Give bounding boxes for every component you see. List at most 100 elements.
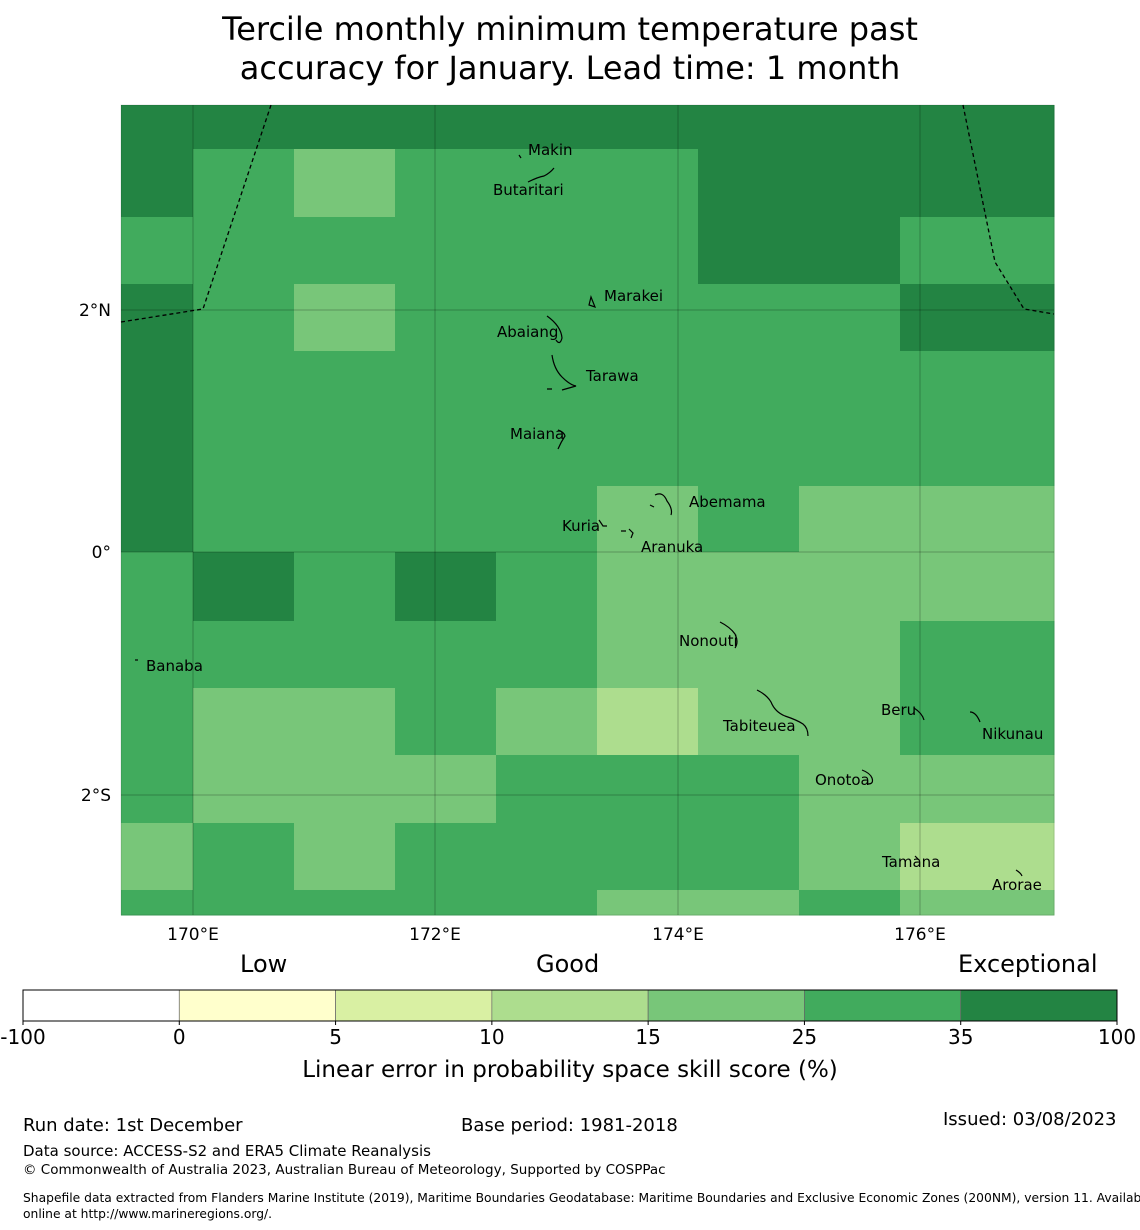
skill-cell: [496, 217, 598, 285]
colorbar-segment: [804, 989, 962, 1022]
island-label: Arorae: [992, 876, 1042, 894]
colorbar-tick-label: 100: [1098, 1025, 1136, 1049]
skill-cell: [193, 351, 295, 420]
skill-cell: [193, 890, 295, 916]
graticule: [121, 105, 1054, 915]
skill-cell: [799, 351, 901, 420]
skill-cell: [900, 149, 1002, 218]
colorbar: [22, 989, 1118, 1022]
skill-cell: [900, 217, 1002, 285]
skill-cell: [900, 284, 1002, 352]
skill-cell: [799, 621, 901, 689]
island-label: Abemama: [689, 493, 766, 511]
skill-cell: [294, 351, 396, 420]
skill-cell: [698, 217, 800, 285]
skill-cell: [900, 105, 1002, 150]
island-labels: Makin Butaritari Marakei Abaiang Tarawa Maian…: [146, 141, 1043, 894]
skill-cell: [1001, 890, 1055, 916]
island-label: Aranuka: [641, 538, 703, 556]
colorbar-ticks: -100 0 5 10 15 25 35 100: [0, 1021, 1136, 1049]
skill-cell: [698, 486, 800, 553]
skill-cell: [395, 105, 497, 150]
skill-cell: [121, 755, 194, 824]
eez-boundary-west: [120, 104, 272, 323]
skill-cell: [193, 755, 295, 824]
skill-cell: [698, 351, 800, 420]
skill-cell: [597, 823, 699, 891]
skill-cell: [294, 217, 396, 285]
island-outline-maiana: [557, 429, 566, 450]
skill-cell: [395, 284, 497, 352]
island-outline-tabiteuea: [756, 689, 809, 737]
skill-cell: [496, 552, 598, 622]
skill-cell: [1001, 284, 1055, 352]
colorbar-tick-label: 0: [173, 1025, 186, 1049]
skill-cell: [698, 688, 800, 756]
skill-cell: [294, 105, 396, 150]
island-label: Maiana: [510, 425, 564, 443]
legend-good: Good: [536, 950, 600, 978]
skill-cell: [395, 755, 497, 824]
skill-cell: [698, 149, 800, 218]
y-tick-label: 0°: [92, 543, 111, 563]
skill-cell: [121, 105, 194, 150]
island-label: Marakei: [604, 287, 663, 305]
skill-cell: [1001, 755, 1055, 824]
skill-cell: [799, 890, 901, 916]
skill-cell: [395, 486, 497, 553]
island-outline-onotoa: [861, 769, 874, 785]
skill-cell: [121, 284, 194, 352]
skill-cell: [395, 552, 497, 622]
skill-cell: [193, 149, 295, 218]
issued-date: Issued: 03/08/2023: [943, 1109, 1117, 1130]
skill-cell: [395, 217, 497, 285]
skill-cell: [799, 486, 901, 553]
title-line-2: accuracy for January. Lead time: 1 month: [239, 49, 901, 87]
skill-cell: [121, 621, 194, 689]
island-label: Abaiang: [497, 323, 558, 341]
island-label: Nonouti: [679, 632, 738, 650]
island-label: Makin: [528, 141, 573, 159]
skill-cell: [799, 149, 901, 218]
island-label: Kuria: [562, 517, 600, 535]
copyright: © Commonwealth of Australia 2023, Austra…: [23, 1162, 666, 1178]
skill-cell: [395, 890, 497, 916]
island-outline-nikunau: [969, 711, 981, 723]
colorbar-tick-label: 5: [329, 1025, 342, 1049]
skill-cell: [698, 755, 800, 824]
island-outline-aranuka: [621, 528, 634, 539]
skill-cell: [1001, 351, 1055, 420]
chart-title: Tercile monthly minimum temperature past…: [0, 10, 1140, 88]
island-outline-abemama: [649, 493, 673, 516]
skill-cell: [193, 217, 295, 285]
skill-cell: [799, 552, 901, 622]
island-outline-tarawa: [547, 354, 577, 391]
eez-boundary: [120, 104, 1055, 323]
skill-cell: [900, 823, 1002, 891]
island-outline-butaritari: [518, 154, 555, 183]
colorbar-tick-label: 15: [635, 1025, 660, 1049]
x-tick-label: 170°E: [167, 925, 219, 945]
skill-cell: [597, 105, 699, 150]
skill-cell: [900, 486, 1002, 553]
skill-cell: [900, 755, 1002, 824]
colorbar-segment: [491, 989, 649, 1022]
skill-cell: [496, 105, 598, 150]
skill-cell: [121, 688, 194, 756]
skill-cell: [1001, 621, 1055, 689]
skill-cell: [294, 823, 396, 891]
island-label: Tarawa: [585, 367, 639, 385]
legend-low: Low: [240, 950, 288, 978]
skill-cell: [193, 284, 295, 352]
skill-cell: [294, 688, 396, 756]
skill-cell: [121, 351, 194, 420]
skill-cell: [1001, 688, 1055, 756]
colorbar-axis-label: Linear error in probability space skill …: [302, 1057, 838, 1083]
skill-cell: [597, 688, 699, 756]
island-outline-arorae: [1015, 869, 1023, 877]
skill-cell: [193, 688, 295, 756]
colorbar-tick-label: 25: [792, 1025, 817, 1049]
skill-cell: [597, 284, 699, 352]
skill-cell: [597, 419, 699, 487]
skill-cell: [1001, 105, 1055, 150]
